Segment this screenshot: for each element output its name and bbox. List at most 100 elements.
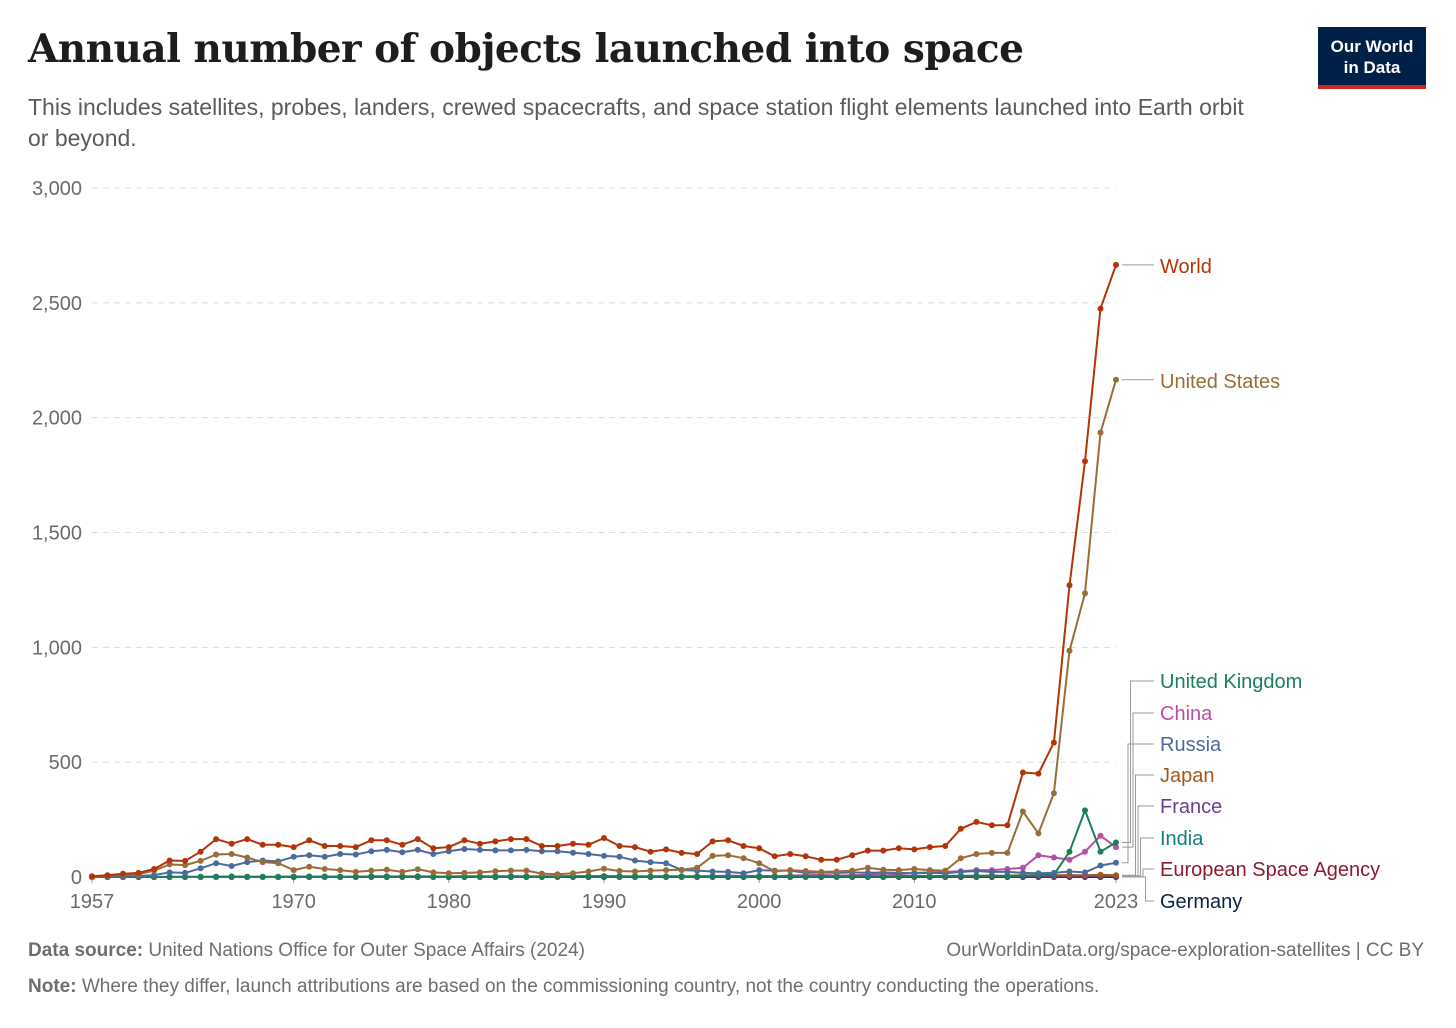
data-point-world bbox=[275, 841, 282, 848]
data-point-united-kingdom bbox=[585, 873, 592, 880]
data-point-russia bbox=[725, 868, 732, 875]
data-point-united-kingdom bbox=[678, 873, 685, 880]
data-point-russia bbox=[445, 848, 452, 855]
data-point-russia bbox=[1066, 868, 1073, 875]
data-point-world bbox=[926, 844, 933, 851]
data-point-united-states bbox=[1035, 830, 1042, 837]
data-point-world bbox=[1082, 458, 1088, 465]
data-point-united-states bbox=[321, 866, 328, 872]
data-point-russia bbox=[166, 869, 173, 876]
data-point-united-states bbox=[213, 851, 220, 858]
y-tick-label: 3,000 bbox=[32, 178, 82, 200]
data-point-japan bbox=[1113, 872, 1119, 879]
data-point-world bbox=[1019, 769, 1026, 776]
data-point-united-states bbox=[895, 867, 902, 874]
series-line-united-states bbox=[91, 379, 1117, 878]
chart-note: Note: Where they differ, launch attribut… bbox=[28, 976, 1099, 998]
data-point-world bbox=[616, 843, 623, 849]
data-point-united-states bbox=[1082, 590, 1088, 597]
data-point-russia bbox=[1082, 869, 1088, 876]
data-point-united-states bbox=[538, 870, 545, 877]
data-point-world bbox=[554, 843, 561, 849]
data-point-united-states bbox=[1097, 429, 1104, 436]
data-point-united-kingdom bbox=[694, 873, 701, 880]
data-point-united-states bbox=[926, 867, 933, 874]
data-point-world bbox=[988, 822, 995, 829]
data-point-russia bbox=[740, 870, 747, 877]
y-tick-label: 1,000 bbox=[32, 637, 82, 659]
series-label-india: India bbox=[1160, 828, 1204, 850]
data-point-russia bbox=[585, 851, 592, 857]
data-point-russia bbox=[632, 857, 638, 864]
series-lines bbox=[89, 261, 1119, 880]
data-point-russia bbox=[306, 852, 313, 859]
data-point-united-states bbox=[740, 855, 747, 862]
data-point-russia bbox=[399, 849, 406, 856]
data-point-world bbox=[337, 843, 344, 849]
source-url[interactable]: OurWorldinData.org/space-exploration-sat… bbox=[946, 940, 1424, 961]
data-point-world bbox=[942, 843, 949, 849]
data-point-russia bbox=[430, 851, 437, 857]
data-point-united-states bbox=[383, 866, 390, 873]
data-point-united-states bbox=[632, 868, 638, 875]
data-point-world bbox=[368, 837, 375, 844]
data-point-world bbox=[399, 841, 406, 848]
data-point-united-states bbox=[694, 864, 701, 871]
data-point-united-states bbox=[1004, 849, 1011, 856]
data-point-russia bbox=[647, 859, 654, 866]
data-point-world bbox=[259, 841, 266, 848]
data-point-united-kingdom bbox=[383, 873, 390, 880]
data-point-china bbox=[1097, 832, 1104, 839]
data-point-russia bbox=[554, 848, 561, 855]
label-connector-india bbox=[1122, 837, 1154, 877]
label-connector-france bbox=[1122, 805, 1154, 877]
data-point-world bbox=[492, 838, 499, 845]
data-source-text[interactable]: United Nations Office for Outer Space Af… bbox=[148, 940, 585, 961]
data-point-united-states bbox=[601, 865, 607, 872]
data-point-world bbox=[523, 836, 530, 843]
owid-logo[interactable]: Our World in Data bbox=[1318, 27, 1426, 89]
data-point-united-kingdom bbox=[306, 873, 313, 880]
data-point-world bbox=[244, 836, 251, 843]
data-point-russia bbox=[616, 853, 623, 860]
data-point-united-states bbox=[849, 867, 856, 874]
data-point-russia bbox=[756, 867, 763, 874]
data-point-russia bbox=[414, 846, 421, 853]
data-source: Data source: United Nations Office for O… bbox=[28, 940, 585, 962]
data-point-united-kingdom bbox=[166, 873, 173, 880]
data-point-russia bbox=[988, 868, 995, 875]
data-point-united-kingdom bbox=[601, 873, 607, 880]
data-point-russia bbox=[321, 853, 328, 860]
data-point-russia bbox=[1035, 870, 1042, 877]
data-point-world bbox=[849, 852, 856, 859]
data-point-world bbox=[957, 825, 964, 832]
data-point-world bbox=[445, 844, 452, 851]
data-point-russia bbox=[1097, 862, 1104, 869]
data-point-russia bbox=[182, 869, 189, 876]
series-label-china: China bbox=[1160, 703, 1213, 725]
logo-line-1: Our World bbox=[1330, 37, 1414, 56]
data-point-russia bbox=[151, 872, 158, 879]
data-point-united-kingdom bbox=[414, 873, 421, 880]
data-point-united-states bbox=[306, 863, 313, 870]
data-point-united-kingdom bbox=[973, 872, 980, 879]
data-point-russia bbox=[337, 851, 344, 857]
data-point-world bbox=[89, 873, 95, 880]
data-point-united-states bbox=[182, 862, 189, 869]
data-point-russia bbox=[663, 860, 670, 867]
data-point-world bbox=[1097, 305, 1104, 312]
data-point-world bbox=[461, 837, 468, 844]
data-point-china bbox=[1035, 852, 1042, 859]
data-point-world bbox=[352, 844, 359, 851]
data-point-united-kingdom bbox=[228, 873, 235, 880]
data-point-world bbox=[818, 856, 825, 863]
data-point-world bbox=[182, 857, 189, 864]
data-point-united-states bbox=[197, 857, 204, 864]
data-point-united-states bbox=[1019, 808, 1026, 815]
y-tick-label: 1,500 bbox=[32, 523, 82, 545]
data-point-russia bbox=[1113, 859, 1119, 866]
series-label-united-kingdom: United Kingdom bbox=[1160, 671, 1302, 693]
data-point-world bbox=[507, 836, 514, 843]
data-point-united-states bbox=[1066, 647, 1073, 654]
